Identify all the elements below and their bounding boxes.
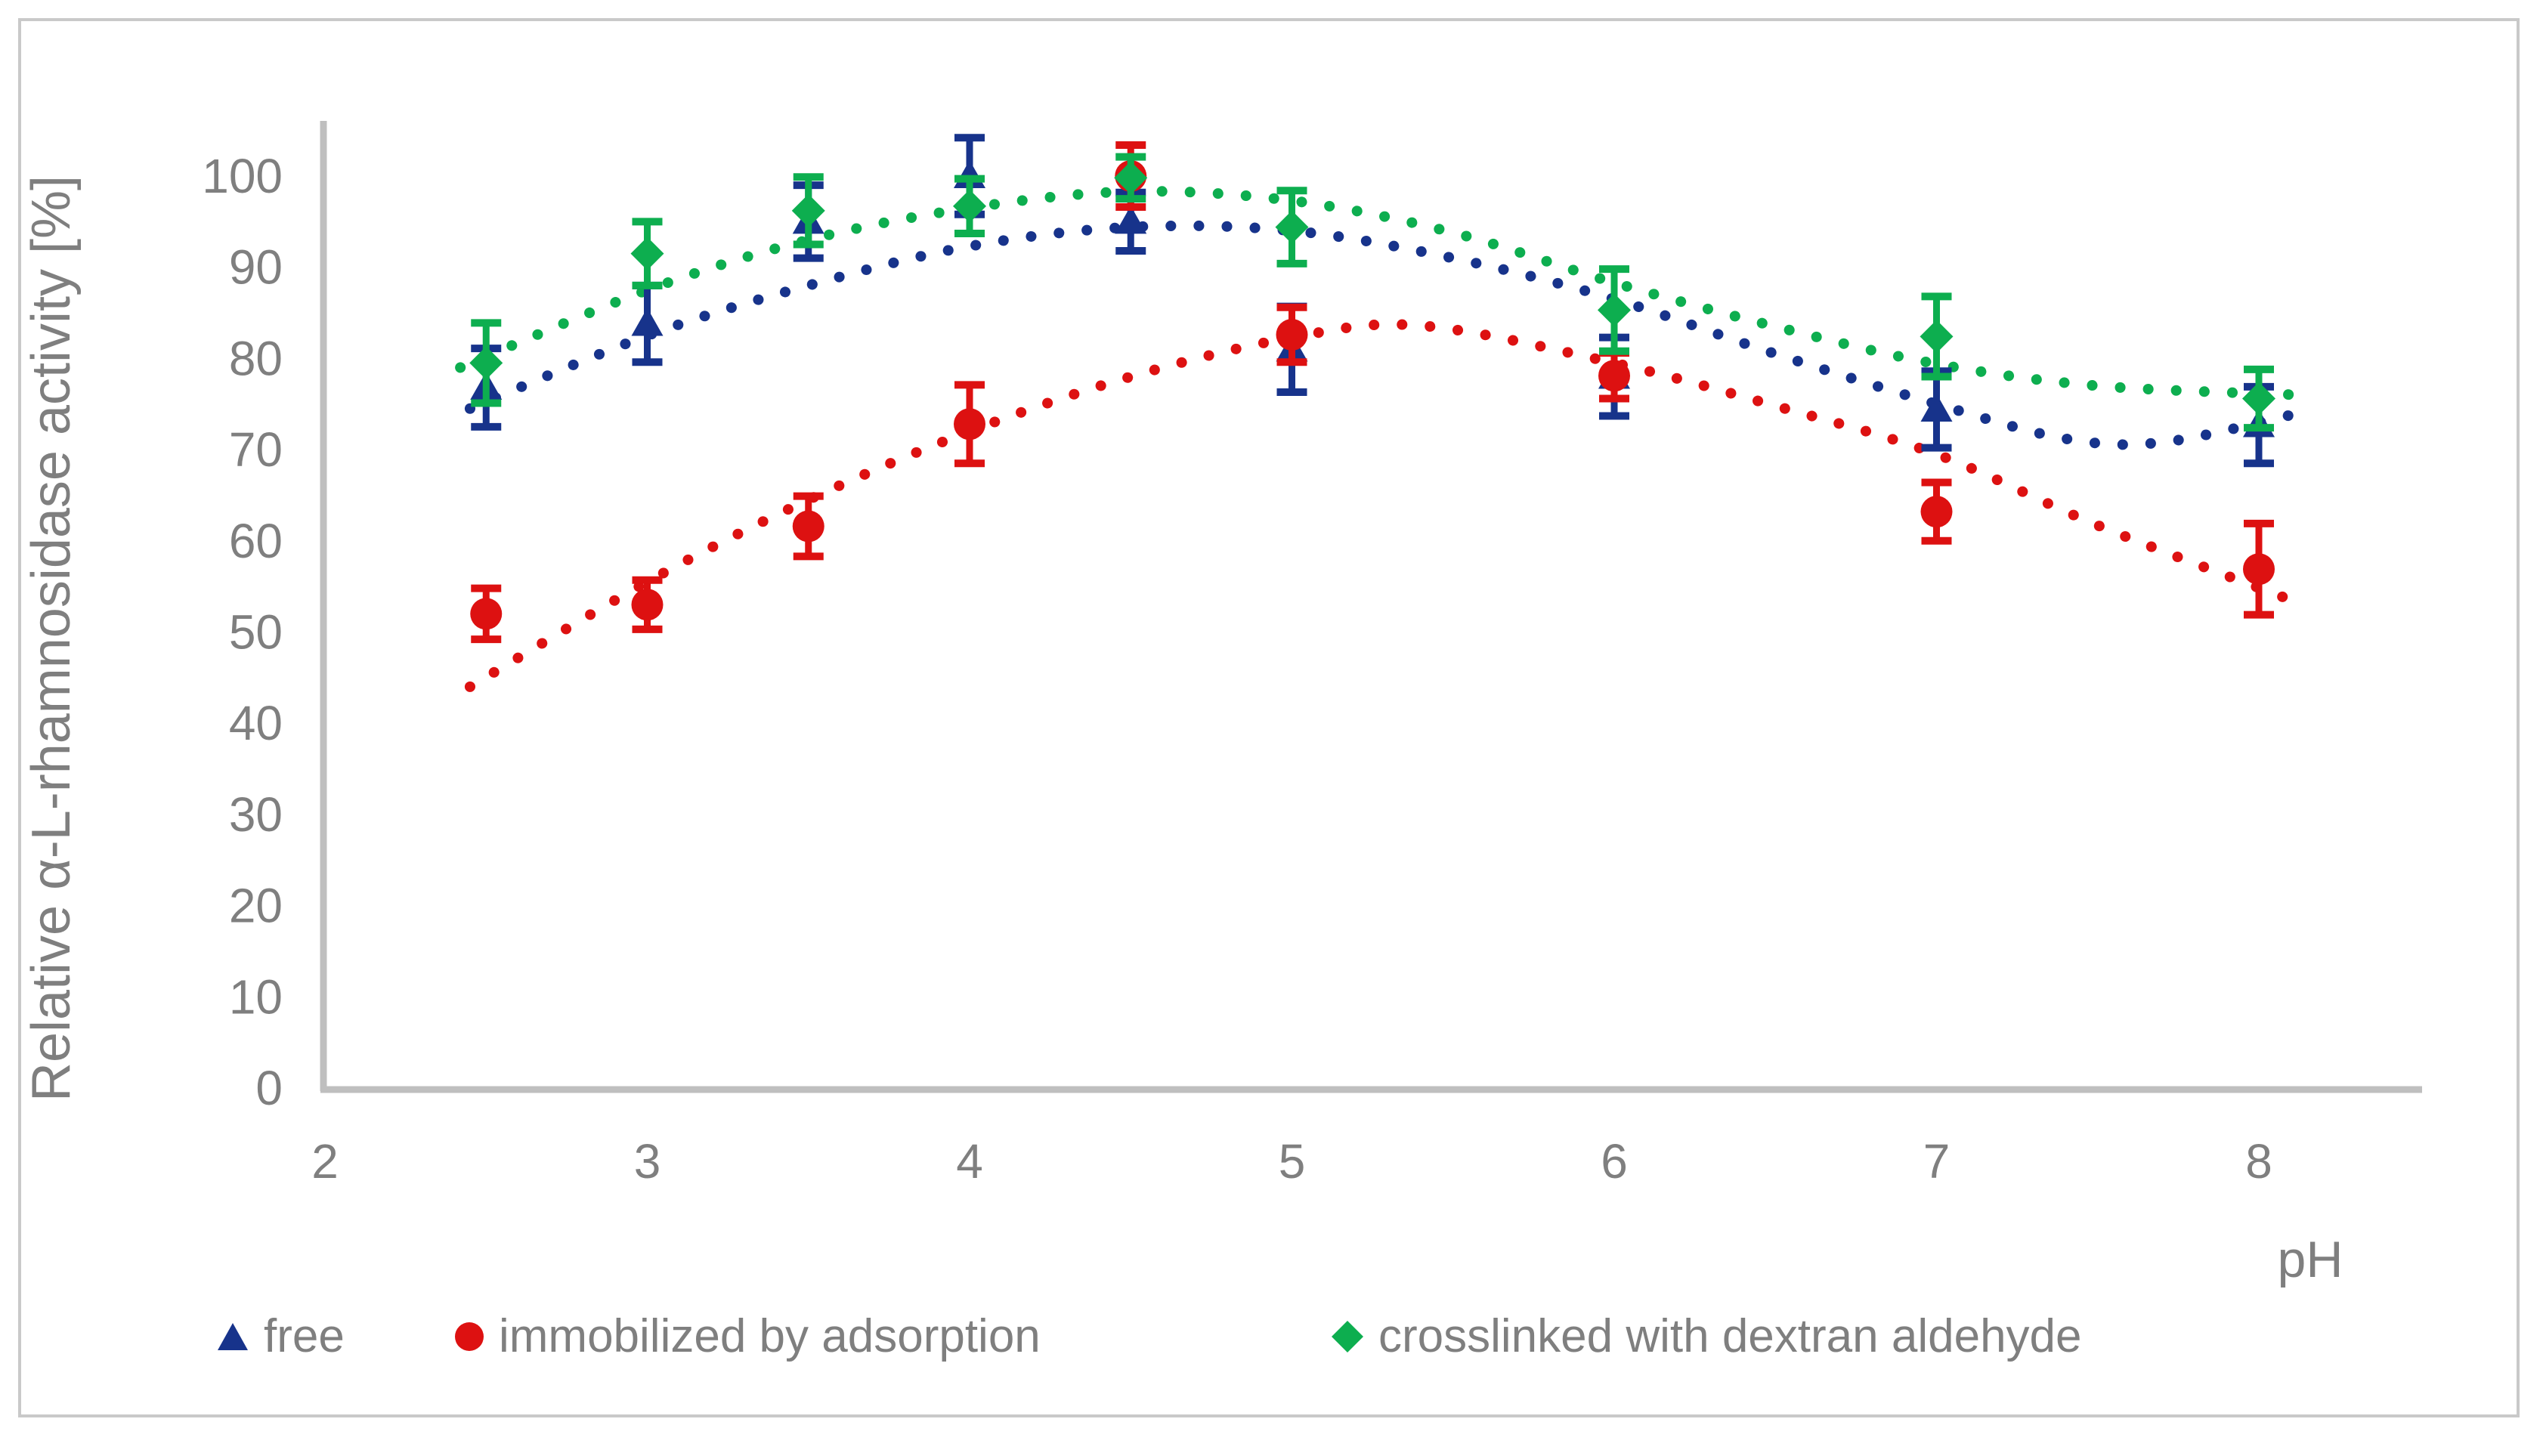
data-point-diamond (630, 236, 664, 270)
legend-label-crosslinked: crosslinked with dextran aldehyde (1378, 1310, 2082, 1362)
data-point-diamond (953, 189, 986, 223)
y-tick-label: 0 (255, 1061, 283, 1115)
y-tick-label: 90 (229, 240, 283, 295)
y-tick-label: 40 (229, 696, 283, 750)
data-point-circle (631, 589, 664, 621)
x-tick-label: 6 (1601, 1134, 1628, 1189)
axes-layer (320, 121, 2422, 1093)
figure-border (18, 18, 2520, 1417)
data-point-diamond (1920, 320, 1954, 354)
data-point-diamond (791, 193, 825, 227)
trend-line-diamond (455, 186, 2303, 400)
data-point-diamond (2242, 382, 2275, 416)
data-point-triangle (1920, 393, 1953, 422)
y-tick-label: 10 (229, 969, 283, 1024)
data-point-circle (792, 510, 824, 543)
data-point-circle (1598, 360, 1630, 392)
data-point-circle (470, 598, 503, 630)
data-point-circle (1920, 496, 1953, 528)
data-point-circle (2243, 553, 2275, 586)
x-tick-label: 8 (2245, 1134, 2272, 1189)
y-tick-label: 30 (229, 787, 283, 842)
data-point-diamond (469, 346, 503, 380)
x-tick-label: 7 (1923, 1134, 1951, 1189)
data-point-circle (1276, 319, 1308, 351)
x-tick-label: 3 (634, 1134, 661, 1189)
data-point-diamond (1114, 161, 1148, 195)
data-point-circle (954, 408, 985, 441)
y-axis-title: Relative α-L-rhamnosidase activity [%] (21, 175, 82, 1102)
y-tick-label: 60 (229, 514, 283, 568)
data-point-diamond (1275, 210, 1309, 244)
tick-labels-layer: 0 10 20 30 40 50 60 70 80 90 100 2 3 4 5 6 7 8 (202, 149, 2272, 1189)
data-point-triangle (1115, 206, 1147, 234)
data-points-layer (469, 134, 2275, 644)
x-tick-label: 4 (956, 1134, 983, 1189)
legend-crosslinked-diamond-icon (1332, 1320, 1363, 1352)
y-tick-label: 80 (229, 331, 283, 385)
y-tick-label: 100 (202, 149, 283, 203)
legend-label-free: free (264, 1310, 345, 1362)
trend-line-circle (464, 319, 2297, 692)
x-tick-label: 2 (311, 1134, 339, 1189)
trend-line-triangle (464, 220, 2297, 450)
legend-item-crosslinked: crosslinked with dextran aldehyde (1330, 1309, 2082, 1363)
legend-free-triangle-icon (218, 1322, 248, 1350)
series-circle (470, 141, 2275, 644)
x-tick-label: 5 (1279, 1134, 1306, 1189)
trend-lines-layer (455, 186, 2303, 692)
legend-item-adsorption: immobilized by adsorption (453, 1309, 1041, 1363)
series-triangle (470, 134, 2275, 468)
x-axis-title: pH (2278, 1231, 2343, 1288)
y-tick-label: 50 (229, 605, 283, 660)
y-tick-label: 20 (229, 879, 283, 933)
series-diamond (469, 153, 2275, 432)
y-tick-label: 70 (229, 422, 283, 477)
legend-item-free: free (215, 1309, 345, 1363)
legend-label-adsorption: immobilized by adsorption (499, 1310, 1041, 1362)
data-point-triangle (631, 308, 664, 336)
legend-adsorption-circle-icon (455, 1322, 484, 1351)
data-point-diamond (1598, 293, 1631, 327)
